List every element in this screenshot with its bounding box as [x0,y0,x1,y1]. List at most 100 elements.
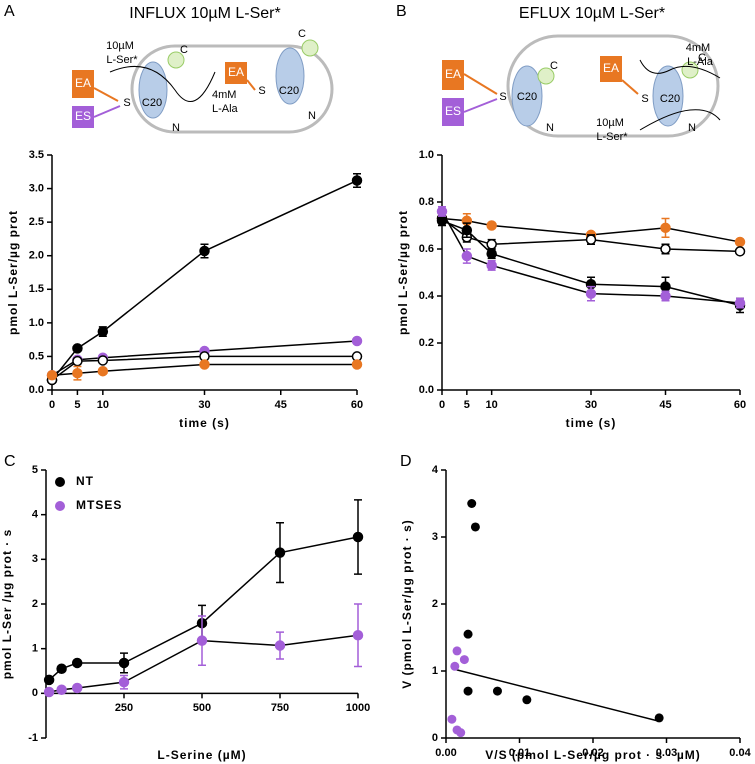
x-tick-label: 10 [97,399,109,411]
x-tick-label: 60 [734,399,746,411]
diagram-label: C [550,60,558,72]
y-tick-label: 0.8 [419,196,434,208]
y-tick-label: 0.0 [29,384,44,396]
data-point [43,686,55,698]
diagram-influx: 10µM L-Ser* EA ES S C20 4mM L-Ala EA S C… [72,28,334,134]
data-point [461,250,473,262]
y-tick-label: 1.0 [419,149,434,161]
x-tick-label: 45 [659,399,671,411]
diagram-label: C [698,52,706,64]
data-point [199,359,210,370]
y-tick-label: 1.5 [29,283,44,295]
data-point [734,297,746,309]
x-tick-label: 1000 [346,702,370,714]
data-point [660,222,671,234]
diagram-label: 4mM [686,42,710,54]
diagram-label: C20 [660,93,680,105]
data-point [97,365,109,377]
diagram-label: L-Ala [212,103,239,115]
diagram-label: EA [75,76,91,90]
diagram-label: C20 [142,97,162,109]
x-tick-label: 5 [74,399,80,411]
diagram-label: 10µM [596,117,624,129]
data-point [467,499,477,508]
diagram-label: N [546,122,554,134]
data-point [118,676,130,688]
data-point [486,260,497,271]
x-tick-label: 0.02 [582,747,603,759]
panel-letter: A [4,3,15,20]
x-tick-label: 0 [49,399,55,411]
data-point [734,236,746,248]
x-tick-label: 30 [585,399,597,411]
x-tick-label: 0.04 [729,747,751,759]
data-point [436,206,448,217]
y-tick-label: 1 [32,643,38,655]
y-tick-label: 0 [32,687,38,699]
data-point [72,355,83,367]
x-tick-label: 10 [486,399,498,411]
y-tick-label: 1.0 [29,317,44,329]
y-tick-label: 0.4 [419,290,435,302]
y-axis-title: V (pmol L-Ser/µg prot · s) [400,519,414,689]
panel-letter: C [4,453,16,470]
inhibition [93,105,121,118]
data-point [118,657,130,669]
data-point [97,326,109,337]
data-point [274,547,286,558]
x-tick-label: 0.00 [435,747,456,759]
data-point [43,674,55,686]
diagram-efflux: EA ES S C20 4mM L-Ala EA S C20 10µM L-Se… [442,34,721,143]
data-point [71,682,83,694]
data-point [492,686,502,696]
data-point [660,281,671,292]
data-point [447,714,457,724]
arrow [639,109,721,131]
x-tick-label: 30 [198,399,210,411]
x-tick-label: 0.03 [656,747,677,759]
y-tick-label: -1 [28,732,38,744]
data-point [486,239,497,250]
inhibition [246,79,256,91]
y-tick-label: 2.5 [29,216,44,228]
data-point [352,630,364,641]
y-tick-label: 5 [32,464,38,476]
x-tick-label: 60 [351,399,363,411]
x-axis-title: L-Serine (µM) [157,748,246,762]
diagram-label: S [123,97,130,109]
data-point [452,646,462,656]
fit-line [453,668,660,722]
protein [511,65,543,127]
diagram-label: ES [445,104,461,118]
diagram-label: C [298,28,306,40]
inhibitor-box [442,60,464,90]
diagram-label: C20 [517,91,537,103]
chart-title: INFLUX 10µM L-Ser* [129,5,280,22]
inhibition [463,98,498,113]
diagram-label: S [258,85,265,97]
data-point [734,246,746,257]
y-tick-label: 0.0 [419,384,434,396]
y-tick-label: 3 [432,531,438,543]
diagram-label: S [641,93,648,105]
y-tick-label: 0.5 [29,350,44,362]
diagram-label: S [499,91,506,103]
x-tick-label: 250 [115,702,133,714]
data-point [463,629,473,639]
diagram-label: L-Ala [687,56,714,68]
data-point [72,343,83,354]
data-point [351,359,363,370]
data-point [660,243,671,255]
inhibition [463,73,498,95]
series-line [48,536,359,681]
data-point [56,663,67,675]
y-tick-label: 0.6 [419,243,434,255]
series-line [441,211,741,304]
diagram-label: N [172,122,180,134]
inhibitor-box [442,98,464,126]
y-axis-title: pmol L-Ser /µg prot · s [0,529,14,680]
diagram-label: L-Ser* [106,54,138,66]
y-tick-label: 2.0 [29,250,44,262]
x-axis-title: V/S (pmol L-Ser/µg prot · s · µM) [485,748,701,762]
